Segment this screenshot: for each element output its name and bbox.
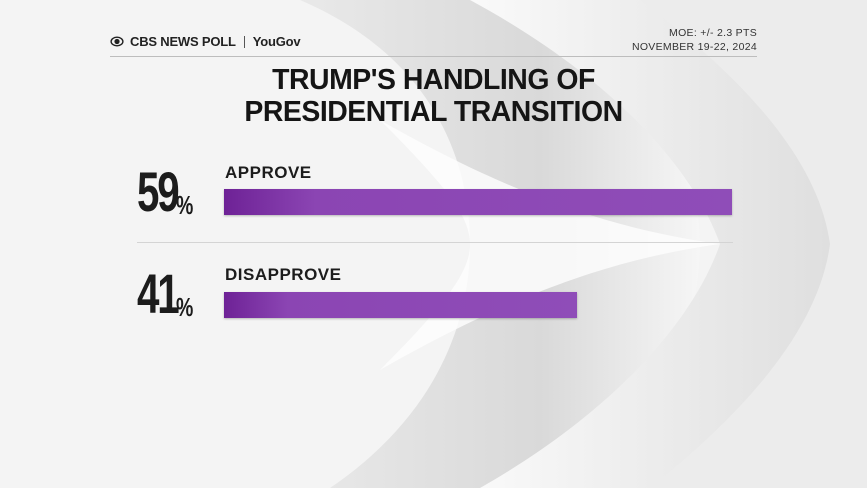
margin-of-error: MOE: +/- 2.3 PTS bbox=[669, 27, 757, 39]
percent-sign-disapprove: % bbox=[176, 292, 194, 322]
chart-title-line-2: PRESIDENTIAL TRANSITION bbox=[244, 96, 623, 128]
row-divider bbox=[137, 242, 733, 243]
poll-dates: NOVEMBER 19-22, 2024 bbox=[631, 41, 757, 53]
brand-cbs-label: CBS NEWS POLL bbox=[130, 34, 236, 49]
category-label-disapprove: DISAPPROVE bbox=[225, 265, 342, 284]
percent-sign-approve: % bbox=[176, 190, 194, 220]
poll-meta: MOE: +/- 2.3 PTS NOVEMBER 19-22, 2024 bbox=[632, 26, 757, 54]
brand-yougov-label: YouGov bbox=[252, 34, 301, 49]
chart-title-line-1: TRUMP'S HANDLING OF bbox=[272, 64, 595, 96]
brand-header: CBS NEWS POLL YouGov bbox=[110, 34, 301, 49]
cbs-eye-icon bbox=[110, 36, 124, 47]
value-number-approve: 59 bbox=[137, 160, 180, 223]
bar-approve bbox=[224, 189, 732, 215]
bar-disapprove bbox=[224, 292, 577, 318]
category-label-approve: APPROVE bbox=[225, 163, 312, 182]
brand-divider bbox=[243, 35, 245, 48]
chart-title: TRUMP'S HANDLING OF PRESIDENTIAL TRANSIT… bbox=[116, 64, 750, 128]
value-label-approve: 59 % bbox=[137, 160, 199, 223]
value-label-disapprove: 41 % bbox=[137, 262, 199, 325]
header-divider bbox=[110, 56, 757, 57]
value-number-disapprove: 41 bbox=[137, 262, 180, 325]
